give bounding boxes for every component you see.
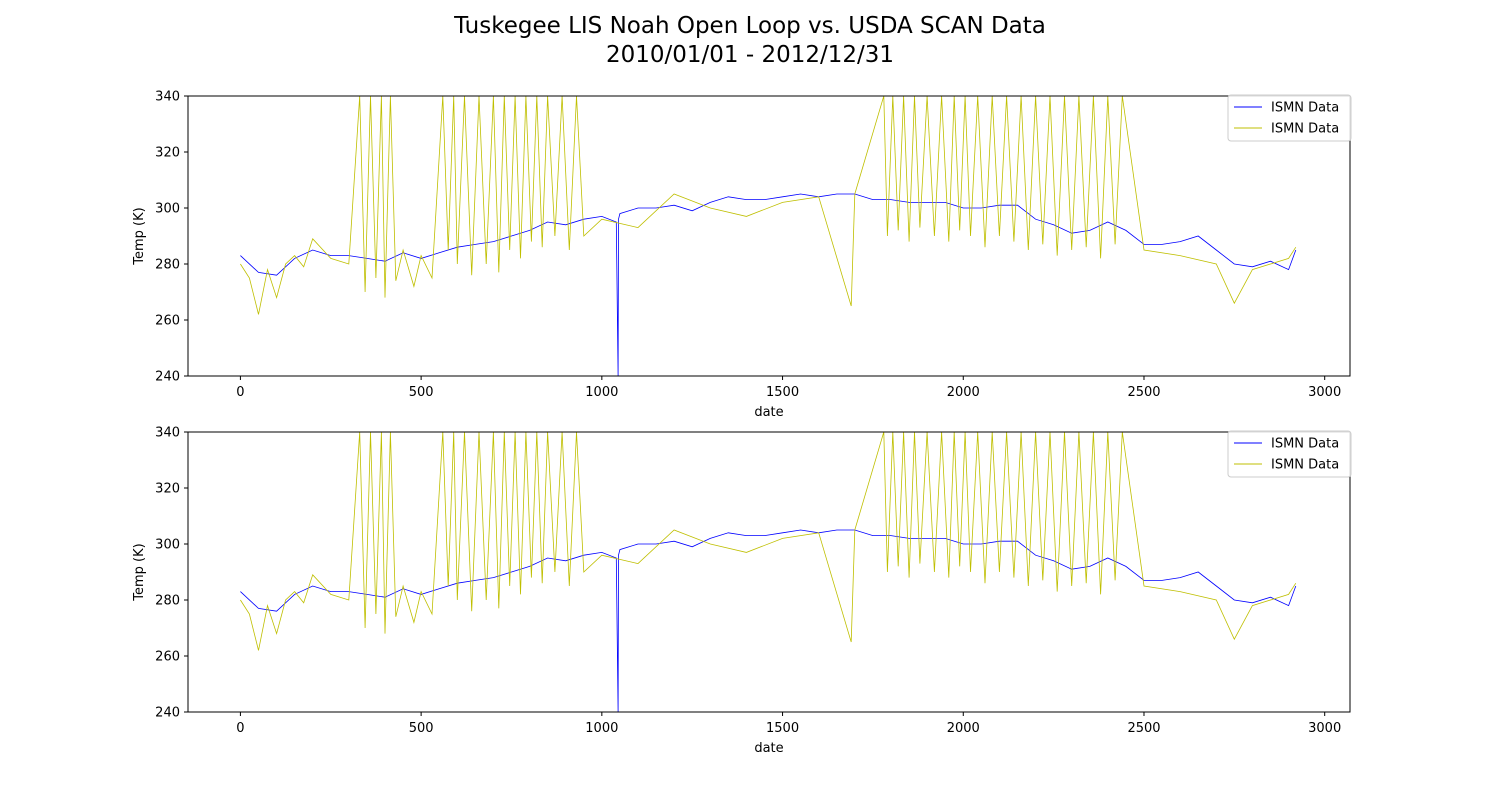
subplot-1-y-tick-label: 280 (155, 258, 180, 273)
subplot-1-x-tick-label: 3000 (1308, 385, 1341, 400)
figure-title-line-2: 2010/01/01 - 2012/12/31 (605, 42, 895, 68)
subplot-1-series-line-2 (240, 96, 1297, 315)
figure-title-line-1: Tuskegee LIS Noah Open Loop vs. USDA SCA… (454, 13, 1046, 39)
subplot-1-x-tick-label: 2000 (947, 385, 980, 400)
subplot-2-y-tick-label: 340 (155, 426, 180, 441)
subplot-1-y-tick-label: 260 (155, 314, 180, 329)
subplot-1-y-tick-label: 340 (155, 90, 180, 105)
subplot-2-y-tick-label: 320 (155, 482, 180, 497)
subplot-2-series-group (240, 432, 1297, 712)
subplot-1-x-tick-label: 500 (409, 385, 434, 400)
subplot-1-legend-label-2: ISMN Data (1271, 122, 1339, 137)
subplot-2-y-tick-label: 280 (155, 594, 180, 609)
subplot-1: 0 500 1000 1500 2000 2500 3000 240 260 280 300 320 3… (132, 90, 1352, 420)
subplot-2-legend: ISMN Data ISMN Data (1227, 430, 1352, 478)
subplot-2-x-tick-label: 1000 (585, 721, 618, 736)
subplot-2-x-tick-label: 1500 (766, 721, 799, 736)
subplot-2-x-tick-label: 3000 (1308, 721, 1341, 736)
subplot-2-y-tick-label: 260 (155, 650, 180, 665)
subplot-2-y-tick-label: 300 (155, 538, 180, 553)
subplot-2-x-tick-label: 2500 (1127, 721, 1160, 736)
subplot-1-y-tick-label: 320 (155, 146, 180, 161)
subplot-1-x-tick-label: 1500 (766, 385, 799, 400)
subplot-2-legend-label-2: ISMN Data (1271, 458, 1339, 473)
subplot-2-x-tick-label: 0 (236, 721, 244, 736)
subplot-1-x-tick-label: 0 (236, 385, 244, 400)
subplot-1-x-tick-label: 2500 (1127, 385, 1160, 400)
subplot-2-x-tick-label: 500 (409, 721, 434, 736)
subplot-2-series-line-2 (240, 432, 1297, 651)
subplot-1-legend-label-1: ISMN Data (1271, 101, 1339, 116)
subplot-1-series-group (240, 96, 1297, 376)
subplot-2-x-tick-label: 2000 (947, 721, 980, 736)
subplot-1-y-tick-label: 240 (155, 370, 180, 385)
subplot-1-legend: ISMN Data ISMN Data (1227, 94, 1352, 142)
subplot-2-legend-label-1: ISMN Data (1271, 437, 1339, 452)
subplot-2-y-axis-label: Temp (K) (132, 543, 147, 601)
subplot-2-y-tick-label: 240 (155, 706, 180, 721)
subplot-1-x-axis-label: date (754, 405, 783, 420)
subplot-2-series-line-1 (240, 529, 1297, 712)
subplot-1-y-axis-label: Temp (K) (132, 207, 147, 265)
subplot-1-axes-frame (187, 95, 1351, 377)
subplot-1-x-tick-label: 1000 (585, 385, 618, 400)
subplot-2-axes-frame (187, 431, 1351, 713)
subplot-2: 0 500 1000 1500 2000 2500 3000 240 260 280 300 320 3… (132, 426, 1352, 756)
subplot-2-x-axis-label: date (754, 741, 783, 756)
subplot-1-y-tick-label: 300 (155, 202, 180, 217)
figure-title: Tuskegee LIS Noah Open Loop vs. USDA SCA… (0, 12, 1500, 70)
subplot-1-series-line-1 (240, 193, 1297, 376)
